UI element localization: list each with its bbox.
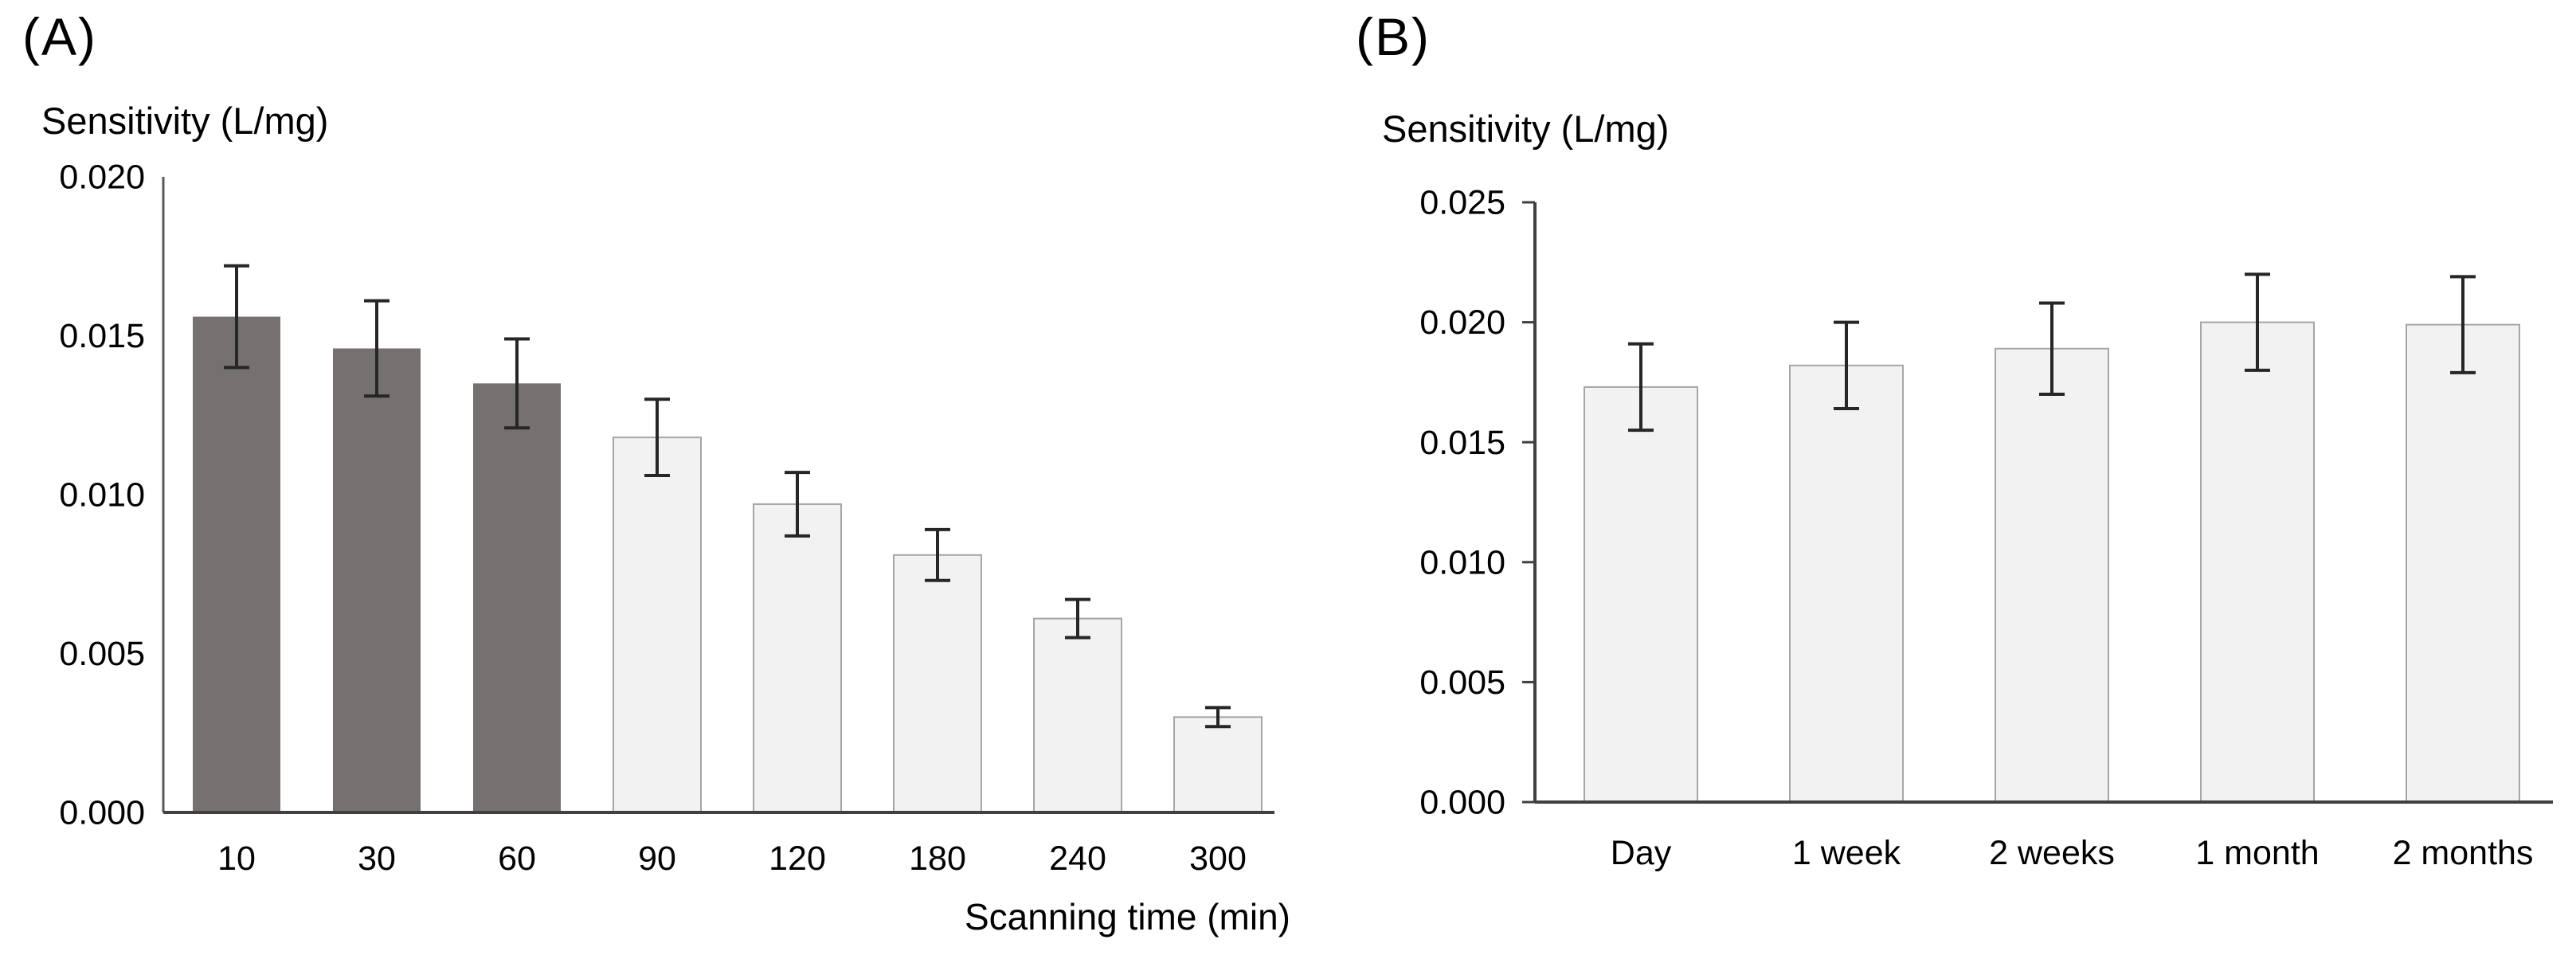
y-tick-label: 0.020 <box>1419 303 1505 342</box>
y-tick-label: 0.000 <box>59 794 145 832</box>
panel-a-y-axis-title: Sensitivity (L/mg) <box>41 100 329 142</box>
y-tick-label: 0.020 <box>59 159 145 197</box>
bar-240 <box>1033 617 1122 813</box>
x-category-label: 30 <box>358 840 396 878</box>
y-tick-label: 0.025 <box>1419 184 1505 222</box>
x-category-label: 2 weeks <box>1989 834 2115 872</box>
bar-10 <box>193 316 280 812</box>
bar-180 <box>893 554 982 813</box>
bar-Day <box>1584 386 1698 803</box>
x-category-label: 120 <box>769 840 826 878</box>
panel-b-y-axis-title: Sensitivity (L/mg) <box>1382 108 1670 150</box>
bar-1 week <box>1789 364 1904 804</box>
x-category-label: 180 <box>909 840 966 878</box>
panel-a: 0.000 0.005 0.010 0.015 0.020 10 30 60 90 120 180 2… <box>22 7 1290 937</box>
bar-30 <box>333 348 421 813</box>
x-category-label: 2 months <box>2393 834 2534 872</box>
y-tick-label: 0.015 <box>59 317 145 355</box>
panel-b-label: (B) <box>1356 7 1431 66</box>
panel-b: 0.000 0.005 0.010 0.015 0.020 0.025 Day 1 week 2… <box>1314 0 2576 955</box>
bar-2 months <box>2406 323 2520 803</box>
bar-300 <box>1173 716 1263 813</box>
x-category-label: 1 week <box>1792 834 1901 872</box>
bar-1 month <box>2200 321 2315 804</box>
x-category-label: 300 <box>1189 840 1247 878</box>
y-tick-label: 0.005 <box>1419 663 1505 702</box>
y-tick-label: 0.015 <box>1419 424 1505 462</box>
y-tick-label: 0.010 <box>59 476 145 515</box>
x-category-label: 90 <box>638 840 676 878</box>
panel-a-x-axis-title: Scanning time (min) <box>964 896 1290 937</box>
bar-60 <box>473 383 561 813</box>
bar-chart-scanning-time: 0.000 0.005 0.010 0.015 0.020 10 30 60 90 120 180 2… <box>59 159 1274 878</box>
x-category-label: 1 month <box>2195 834 2319 872</box>
y-tick-label: 0.010 <box>1419 543 1505 581</box>
y-tick-label: 0.000 <box>1419 784 1505 822</box>
x-category-label: 240 <box>1049 840 1106 878</box>
x-category-label: 10 <box>217 840 256 878</box>
panel-a-label: (A) <box>22 7 97 66</box>
bar-120 <box>753 503 842 813</box>
bar-90 <box>613 436 702 813</box>
x-category-label: Day <box>1611 834 1672 872</box>
bar-chart-stability: 0.000 0.005 0.010 0.015 0.020 0.025 Day 1 week 2… <box>1419 184 2553 872</box>
y-tick-label: 0.005 <box>59 635 145 673</box>
x-category-label: 60 <box>498 840 536 878</box>
bar-2 weeks <box>1995 347 2109 803</box>
